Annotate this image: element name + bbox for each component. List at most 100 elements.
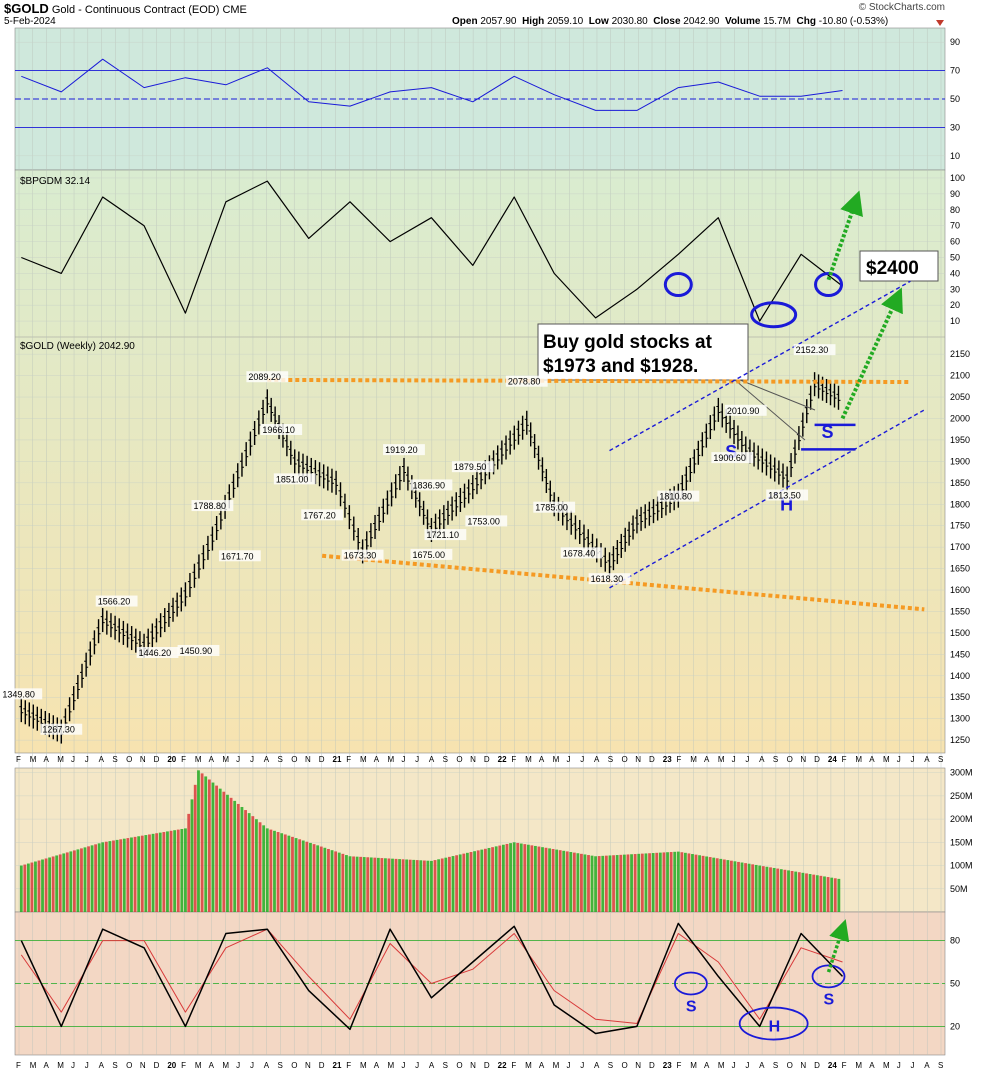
month-axis-label: M bbox=[360, 1061, 367, 1070]
volume-bar bbox=[391, 858, 394, 912]
price-label: 1900.60 bbox=[713, 453, 746, 463]
month-axis-label: F bbox=[16, 755, 21, 764]
volume-bar bbox=[80, 848, 83, 912]
month-axis-label: N bbox=[140, 1061, 146, 1070]
volume-bar bbox=[327, 848, 330, 912]
resistance-trendline bbox=[267, 377, 911, 385]
month-axis-label: A bbox=[374, 755, 380, 764]
month-axis-label: J bbox=[85, 1061, 89, 1070]
month-axis-label: M bbox=[718, 755, 725, 764]
chg-label: Chg bbox=[796, 16, 816, 27]
volume-bar bbox=[594, 856, 597, 912]
month-axis-label: J bbox=[745, 1061, 749, 1070]
volume-bar bbox=[233, 800, 237, 912]
quote-bar: Open 2057.90 High 2059.10 Low 2030.80 Cl… bbox=[452, 16, 888, 27]
month-axis-label: 22 bbox=[498, 1061, 507, 1070]
month-axis-label: M bbox=[222, 1061, 229, 1070]
price-label-bg bbox=[341, 549, 384, 561]
rsi-tick-label: 10 bbox=[950, 151, 960, 161]
stoch-pattern-label: S bbox=[686, 999, 697, 1016]
volume-bar bbox=[373, 857, 377, 912]
volume-bar bbox=[823, 876, 826, 912]
month-axis-label: J bbox=[85, 755, 89, 764]
volume-label: Volume bbox=[725, 16, 761, 27]
volume-bar bbox=[330, 850, 334, 912]
price-tick-label: 1350 bbox=[950, 692, 970, 702]
month-axis-label: A bbox=[759, 1061, 765, 1070]
month-axis-label: A bbox=[924, 755, 930, 764]
volume-bar bbox=[651, 853, 655, 912]
month-axis-label: O bbox=[126, 755, 132, 764]
volume-bar bbox=[590, 855, 594, 912]
price-tick-label: 2050 bbox=[950, 392, 970, 402]
volume-bar bbox=[765, 866, 769, 912]
month-axis-label: N bbox=[470, 1061, 476, 1070]
volume-bar bbox=[512, 842, 516, 912]
price-label-bg bbox=[465, 515, 508, 527]
volume-bar bbox=[193, 784, 197, 912]
low-value: 2030.80 bbox=[611, 16, 648, 27]
month-axis-label: O bbox=[456, 1061, 462, 1070]
volume-bar bbox=[555, 849, 559, 912]
volume-bar bbox=[408, 859, 412, 912]
volume-bar bbox=[658, 852, 662, 912]
month-axis-label: 22 bbox=[498, 755, 507, 764]
volume-bar bbox=[65, 852, 69, 912]
volume-bar bbox=[694, 854, 698, 912]
volume-bar bbox=[487, 847, 491, 912]
volume-bar bbox=[133, 836, 137, 912]
month-axis-label: F bbox=[511, 755, 516, 764]
volume-bar bbox=[794, 871, 798, 912]
price-label: 1566.20 bbox=[98, 597, 131, 607]
rsi-tick-label: 50 bbox=[950, 94, 960, 104]
open-label: Open bbox=[452, 16, 478, 27]
volume-bar bbox=[491, 847, 494, 912]
price-label-bg bbox=[451, 461, 494, 473]
volume-bar bbox=[687, 853, 691, 912]
volume-bar bbox=[366, 857, 370, 912]
month-axis-label: S bbox=[112, 755, 117, 764]
bpgdm-ellipse-annotation bbox=[750, 301, 798, 329]
month-axis-label: O bbox=[291, 1061, 297, 1070]
month-axis-label: N bbox=[635, 755, 641, 764]
volume-bar bbox=[534, 845, 537, 912]
price-tick-label: 1400 bbox=[950, 671, 970, 681]
volume-bar bbox=[698, 855, 701, 912]
price-label: 2089.20 bbox=[248, 372, 281, 382]
callout-pointer bbox=[734, 379, 806, 441]
volume-bar bbox=[633, 854, 637, 912]
volume-bar bbox=[430, 860, 433, 912]
bpgdm-legend: $BPGDM 32.14 bbox=[20, 176, 90, 187]
month-axis-label: A bbox=[704, 1061, 710, 1070]
month-axis-label: M bbox=[553, 1061, 560, 1070]
volume-bar bbox=[608, 855, 612, 912]
month-axis-label: A bbox=[539, 755, 545, 764]
price-label: 1785.00 bbox=[535, 503, 568, 513]
volume-bar bbox=[384, 858, 387, 912]
volume-bar bbox=[62, 853, 66, 912]
month-axis-label: D bbox=[814, 1061, 820, 1070]
price-label: 2078.80 bbox=[508, 377, 541, 387]
pattern-label: S bbox=[822, 422, 834, 442]
price-label: 1675.00 bbox=[413, 550, 446, 560]
volume-bar bbox=[516, 842, 520, 912]
volume-bar bbox=[583, 854, 587, 912]
volume-bar bbox=[294, 838, 298, 912]
month-axis-label: F bbox=[346, 1061, 351, 1070]
volume-bar bbox=[684, 852, 687, 912]
month-axis-label: A bbox=[594, 755, 600, 764]
month-axis-label: 23 bbox=[663, 1061, 672, 1070]
price-target-arrow bbox=[840, 287, 903, 420]
price-label-bg bbox=[410, 479, 453, 491]
volume-bar bbox=[258, 822, 262, 912]
target-label-box bbox=[859, 250, 939, 282]
volume-bar bbox=[108, 841, 112, 912]
volume-bar bbox=[119, 839, 123, 912]
chg-down-icon bbox=[936, 20, 944, 26]
month-axis-label: J bbox=[580, 1061, 584, 1070]
rsi-tick-label: 70 bbox=[950, 66, 960, 76]
volume-bar bbox=[334, 851, 338, 912]
volume-bar bbox=[433, 860, 437, 912]
stoch-tick-label: 20 bbox=[950, 1021, 960, 1031]
channel-line bbox=[609, 409, 925, 589]
